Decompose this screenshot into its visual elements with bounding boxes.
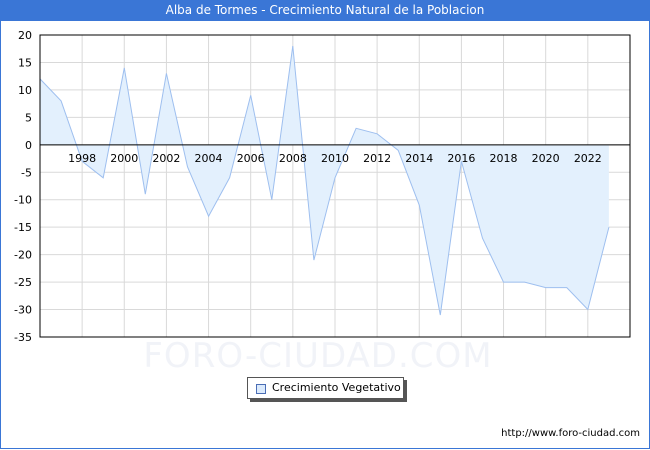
watermark: FORO-CIUDAD.COM [143,336,492,376]
svg-text:5: 5 [25,111,32,124]
svg-text:-10: -10 [14,194,32,207]
svg-text:2000: 2000 [110,152,138,165]
data-line [39,45,610,316]
svg-text:2018: 2018 [490,152,518,165]
svg-text:2010: 2010 [321,152,349,165]
svg-text:2006: 2006 [237,152,265,165]
legend-swatch-icon [256,384,266,394]
chart-title: Alba de Tormes - Crecimiento Natural de … [0,0,650,21]
legend-label: Crecimiento Vegetativo [272,381,401,394]
svg-text:2012: 2012 [363,152,391,165]
svg-text:2016: 2016 [447,152,475,165]
svg-text:15: 15 [18,56,32,69]
svg-text:-35: -35 [14,331,32,344]
svg-text:-25: -25 [14,276,32,289]
x-axis-ticks: 1998 2000 2002 2004 2006 2008 2010 2012 2014 2016… [68,152,602,165]
svg-text:2020: 2020 [532,152,560,165]
y-axis-ticks: 20 15 10 5 0 -5 -10 -15 -20 -25 -30 -35 [14,29,32,344]
legend: Crecimiento Vegetativo [247,377,404,399]
source-link[interactable]: http://www.foro-ciudad.com [501,428,640,439]
svg-text:-5: -5 [21,166,32,179]
svg-text:1998: 1998 [68,152,96,165]
svg-text:2022: 2022 [574,152,602,165]
area-fill [40,46,609,315]
svg-text:-30: -30 [14,304,32,317]
svg-text:2004: 2004 [195,152,223,165]
svg-text:-20: -20 [14,249,32,262]
svg-text:2014: 2014 [405,152,433,165]
svg-text:10: 10 [18,84,32,97]
svg-text:-15: -15 [14,221,32,234]
svg-text:2002: 2002 [152,152,180,165]
plot-border [39,34,631,338]
svg-text:20: 20 [18,29,32,42]
svg-text:0: 0 [25,139,32,152]
svg-text:2008: 2008 [279,152,307,165]
